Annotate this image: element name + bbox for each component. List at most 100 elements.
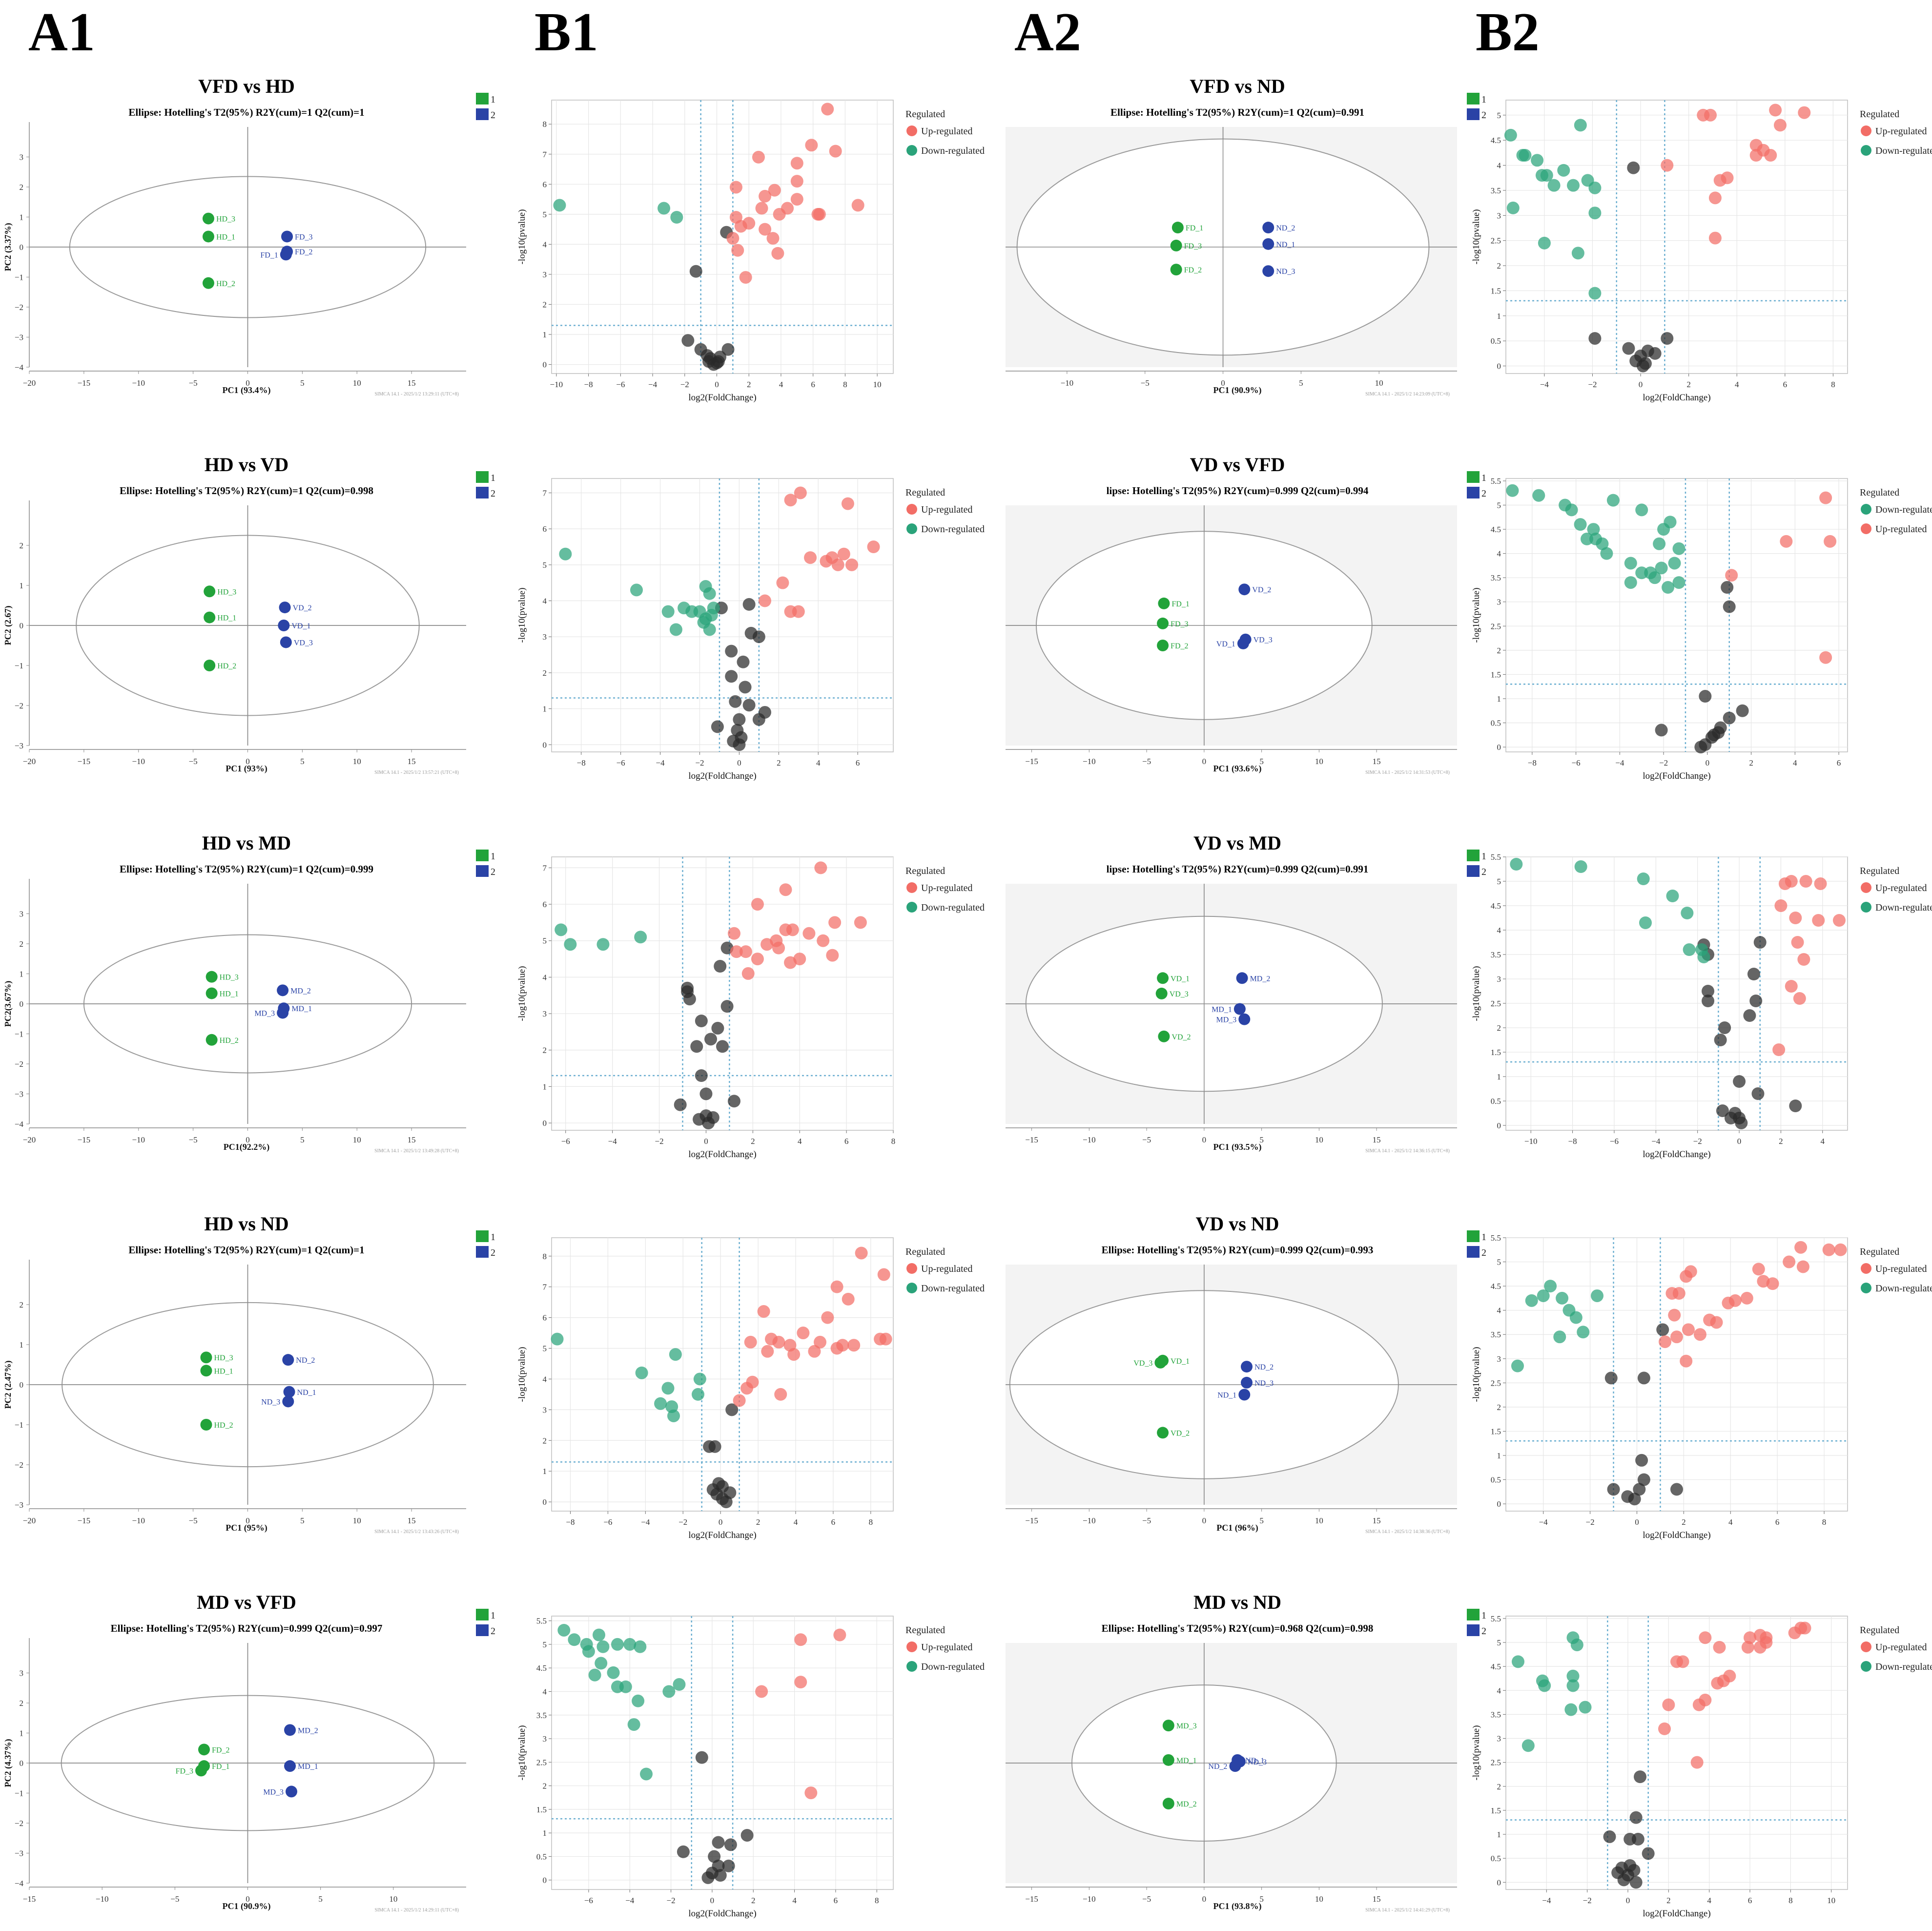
score-point xyxy=(1238,1013,1251,1025)
x-tick-label: 0 xyxy=(246,1894,250,1904)
x-tick-label: −2 xyxy=(1659,758,1668,768)
point-label: ND_3 xyxy=(261,1398,280,1406)
point-label: ND_1 xyxy=(297,1389,316,1397)
up-regulated-point xyxy=(821,103,834,116)
nonsignificant-point xyxy=(1705,731,1718,744)
up-regulated-point xyxy=(768,184,781,197)
down-regulated-point xyxy=(551,1332,564,1346)
x-tick-label: 8 xyxy=(891,1137,896,1146)
score-point xyxy=(206,987,218,999)
y-tick-label: 2.5 xyxy=(1491,999,1501,1008)
down-regulated-point xyxy=(568,1633,581,1646)
x-tick-label: −5 xyxy=(170,1894,179,1904)
y-tick-label: −4 xyxy=(15,1879,24,1888)
y-tick-label: 3 xyxy=(20,1669,24,1678)
y-tick-label: 4.5 xyxy=(1491,525,1501,534)
point-label: HD_1 xyxy=(217,614,236,623)
y-tick-label: −1 xyxy=(15,1030,23,1039)
y-tick-label: 4.5 xyxy=(536,1663,547,1673)
nonsignificant-point xyxy=(1716,1104,1729,1117)
y-tick-label: 3.5 xyxy=(1491,1330,1501,1339)
up-regulated-point xyxy=(1798,106,1811,119)
y-tick-label: 2.5 xyxy=(1491,1378,1501,1388)
score-point xyxy=(280,636,292,648)
score-point xyxy=(206,1034,218,1046)
up-regulated-point xyxy=(1793,992,1806,1005)
score-point xyxy=(1238,1389,1251,1401)
x-tick-label: −4 xyxy=(656,758,665,768)
footer-stamp: SIMCA 14.1 - 2025/1/2 13:29:11 (UTC+8) xyxy=(375,392,459,397)
down-regulated-point xyxy=(693,1372,706,1386)
legend-swatch-2 xyxy=(1467,1624,1480,1636)
up-regulated-point xyxy=(808,1345,821,1358)
y-axis-label: -log10(pvalue) xyxy=(517,209,527,265)
x-axis-label: PC1 (90.9%) xyxy=(1213,385,1262,395)
nonsignificant-point xyxy=(1723,711,1736,725)
x-tick-label: 15 xyxy=(408,378,416,388)
down-regulated-point xyxy=(1648,571,1662,584)
x-tick-label: 2 xyxy=(1779,1137,1783,1146)
score-point xyxy=(1262,265,1274,277)
x-tick-label: −10 xyxy=(1083,1516,1096,1525)
x-tick-label: −6 xyxy=(616,380,625,389)
legend-label: 1 xyxy=(1481,1610,1486,1621)
x-tick-label: −4 xyxy=(608,1137,617,1146)
down-regulated-point xyxy=(553,199,566,212)
x-tick-label: −15 xyxy=(78,1135,91,1144)
legend-marker xyxy=(906,145,917,156)
down-regulated-point xyxy=(669,1348,682,1361)
point-label: VD_1 xyxy=(291,622,310,630)
legend-label: 1 xyxy=(1481,1232,1486,1243)
nonsignificant-point xyxy=(1661,332,1674,345)
nonsignificant-point xyxy=(740,1828,754,1842)
point-label: MD_1 xyxy=(291,1005,312,1013)
y-tick-label: 0 xyxy=(20,621,24,630)
pca-score-panel: VD vs VFD lipse: Hotelling's T2(95%) R2Y(… xyxy=(991,452,1503,793)
up-regulated-point xyxy=(784,605,797,618)
chart-subtitle: Ellipse: Hotelling's T2(95%) R2Y(cum)=1 … xyxy=(120,863,373,875)
score-point xyxy=(200,1351,212,1364)
footer-stamp: SIMCA 14.1 - 2025/1/2 13:57:21 (UTC+8) xyxy=(374,770,459,775)
x-axis-label: PC1 (93%) xyxy=(226,764,267,774)
y-tick-label: 1 xyxy=(1497,1072,1501,1081)
x-axis-label: log2(FoldChange) xyxy=(1643,1909,1710,1919)
down-regulated-point xyxy=(662,1685,676,1698)
up-regulated-point xyxy=(755,1685,768,1698)
nonsignificant-point xyxy=(1736,704,1749,717)
y-tick-label: 3.5 xyxy=(1491,573,1501,582)
x-tick-label: 4 xyxy=(1728,1517,1733,1527)
down-regulated-point xyxy=(1596,537,1609,550)
up-regulated-point xyxy=(1785,980,1798,993)
point-label: ND_2 xyxy=(1208,1763,1227,1771)
y-tick-label: 0 xyxy=(1497,743,1501,752)
nonsignificant-point xyxy=(1747,968,1760,980)
nonsignificant-point xyxy=(1702,995,1715,1007)
up-regulated-point xyxy=(1670,1330,1683,1344)
up-regulated-point xyxy=(1774,899,1788,912)
y-tick-label: 2 xyxy=(543,1436,547,1445)
legend-label: Up-regulated xyxy=(921,1642,973,1653)
up-regulated-point xyxy=(1832,914,1846,927)
legend-label: 1 xyxy=(1481,851,1486,862)
point-label: VD_2 xyxy=(1171,1429,1190,1437)
up-regulated-point xyxy=(1710,1316,1723,1329)
y-tick-label: −2 xyxy=(15,1059,23,1069)
y-tick-label: 0.5 xyxy=(1491,1097,1501,1106)
down-regulated-point xyxy=(1624,576,1637,589)
nonsignificant-point xyxy=(1702,985,1715,997)
score-point xyxy=(1162,1798,1174,1810)
x-tick-label: 10 xyxy=(353,1516,361,1525)
x-tick-label: 4 xyxy=(816,758,821,768)
point-label: HD_3 xyxy=(220,974,239,982)
pca-score-panel: MD vs VFD Ellipse: Hotelling's T2(95%) R2… xyxy=(0,1589,513,1931)
up-regulated-point xyxy=(811,208,824,221)
score-point xyxy=(286,1786,297,1798)
nonsignificant-point xyxy=(752,713,765,726)
x-tick-label: 6 xyxy=(1783,380,1788,389)
x-tick-label: 0 xyxy=(1639,380,1643,389)
x-tick-label: 4 xyxy=(1707,1896,1711,1905)
up-regulated-point xyxy=(804,551,817,564)
nonsignificant-point xyxy=(716,1040,729,1053)
score-point xyxy=(204,585,216,598)
x-tick-label: −4 xyxy=(1651,1137,1661,1146)
